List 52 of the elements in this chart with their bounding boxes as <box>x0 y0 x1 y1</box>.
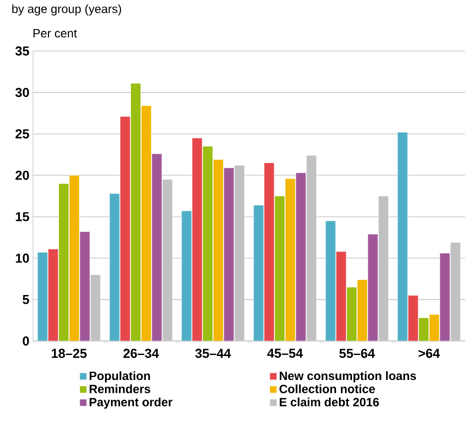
bar <box>130 83 141 341</box>
legend-label: Population <box>90 371 150 382</box>
bar <box>141 105 152 341</box>
bar <box>48 248 58 341</box>
bar <box>296 172 306 341</box>
bar <box>69 175 80 341</box>
bar <box>37 252 48 341</box>
x-tick-label: 45–54 <box>267 348 303 358</box>
bar <box>418 318 429 341</box>
legend-label: Payment order <box>90 398 172 409</box>
bar <box>58 183 69 341</box>
bar <box>213 159 224 341</box>
x-tick-label: >64 <box>418 348 440 358</box>
bar <box>440 252 450 341</box>
bar <box>109 193 120 341</box>
y-tick-label: 20 <box>16 170 29 180</box>
x-tick-label: 26–34 <box>123 348 159 358</box>
x-tick-label: 35–44 <box>195 348 231 358</box>
bar <box>346 286 357 341</box>
bar <box>397 132 408 341</box>
bar <box>224 168 234 341</box>
chart-title: by age group (years) <box>12 4 122 16</box>
bar <box>336 251 346 341</box>
bar <box>274 196 285 341</box>
legend-label: Reminders <box>90 384 150 394</box>
bar <box>120 116 130 341</box>
y-tick-label: 15 <box>16 212 30 222</box>
bar <box>192 138 202 341</box>
y-tick-label: 5 <box>22 295 30 304</box>
y-tick-label: 0 <box>22 336 29 346</box>
bar <box>152 154 162 341</box>
x-tick-label: 18–25 <box>52 348 87 358</box>
bar <box>368 234 378 341</box>
bar <box>357 279 368 341</box>
legend-label: E claim debt 2016 <box>280 398 379 406</box>
bar <box>80 231 90 341</box>
x-tick-label: 55–64 <box>339 348 375 358</box>
bar <box>408 295 418 341</box>
y-tick-label: 25 <box>16 129 30 138</box>
bar <box>264 162 274 341</box>
bar <box>325 220 336 341</box>
bar <box>181 210 192 341</box>
bar <box>285 178 296 341</box>
y-tick-label: 10 <box>16 254 29 263</box>
legend-label: New consumption loans <box>280 371 416 382</box>
bar <box>429 314 440 341</box>
y-tick-label: 30 <box>15 88 29 98</box>
bar <box>253 204 264 341</box>
y-axis-title: Per cent <box>34 29 77 38</box>
y-tick-label: 35 <box>15 46 30 56</box>
legend-label: Collection notice <box>279 384 375 394</box>
bar <box>202 146 213 341</box>
